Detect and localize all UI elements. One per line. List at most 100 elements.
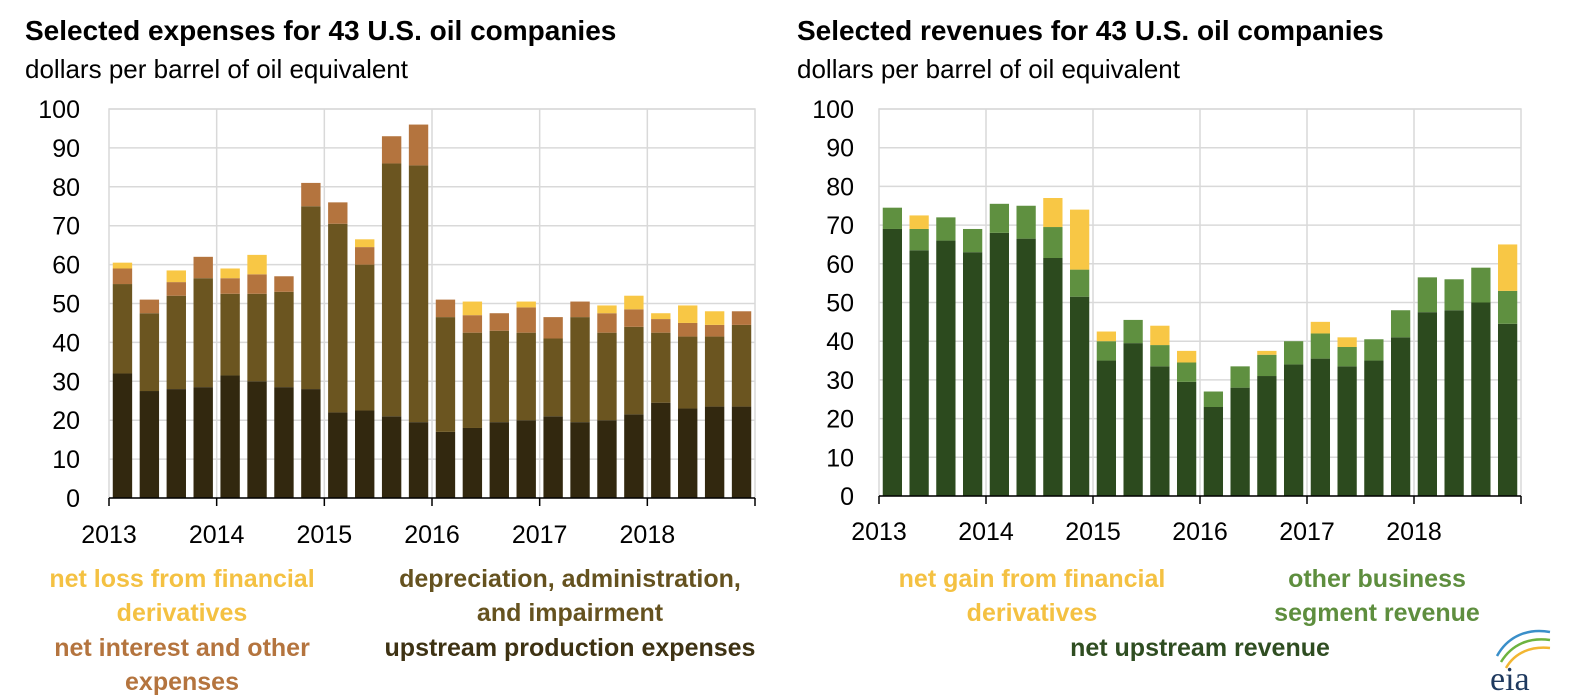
bar-segment-depreciation-administration-and-impairment-2014q1	[220, 293, 240, 376]
bar-segment-net-interest-and-other-expenses-2013q4	[193, 256, 213, 279]
bar-segment-depreciation-administration-and-impairment-2013q2	[139, 313, 160, 392]
bar-segment-net-loss-from-financial-derivatives-2013q1	[112, 262, 133, 269]
legend-label: upstream production expenses	[385, 634, 756, 662]
legend-label: and impairment	[477, 599, 664, 627]
bar-segment-net-interest-and-other-expenses-2015q2	[355, 247, 375, 265]
bar-segment-other-business-segment-revenue-2015q4	[1176, 362, 1197, 382]
y-tick-label: 90	[52, 135, 80, 163]
y-tick-label: 40	[826, 328, 854, 356]
x-tick-label: 2015	[297, 521, 353, 549]
legend-label: net interest and other	[54, 634, 310, 662]
bar-segment-net-interest-and-other-expenses-2016q3	[489, 313, 509, 331]
chart-1-plot: 0 10 20 30 40 50 60 70 80 90 100 2013 2014 2015 2016 20…	[38, 96, 756, 549]
bar-segment-net-upstream-revenue-2013q1	[882, 228, 903, 496]
bar-segment-other-business-segment-revenue-2017q3	[1364, 339, 1384, 361]
legend-label: net loss from financial	[49, 565, 314, 593]
bar-segment-upstream-production-expenses-2016q2	[462, 427, 483, 498]
bar-segment-upstream-production-expenses-2014q3	[274, 387, 294, 498]
bar-segment-net-interest-and-other-expenses-2014q3	[274, 276, 294, 292]
y-tick-label: 30	[826, 367, 854, 395]
bar-segment-net-gain-from-financial-derivatives-2013q2	[909, 215, 929, 229]
legend-label: depreciation, administration,	[399, 565, 741, 593]
bar-segment-net-upstream-revenue-2015q2	[1123, 343, 1143, 496]
bar-segment-net-interest-and-other-expenses-2015q1	[328, 202, 348, 224]
bar-segment-net-upstream-revenue-2017q1	[1310, 358, 1331, 496]
bar-segment-net-loss-from-financial-derivatives-2018q2	[678, 305, 698, 323]
chart-2-subtitle: dollars per barrel of oil equivalent	[797, 54, 1181, 84]
legend-label: expenses	[125, 668, 239, 696]
x-tick-label: 2017	[512, 521, 568, 549]
bar-segment-net-upstream-revenue-2018q3	[1471, 302, 1491, 496]
x-tick-label: 2014	[189, 521, 245, 549]
bar-segment-net-upstream-revenue-2013q2	[909, 250, 929, 496]
y-tick-label: 100	[38, 96, 80, 124]
bar-segment-depreciation-administration-and-impairment-2013q4	[193, 278, 213, 388]
bar-segment-upstream-production-expenses-2013q3	[166, 389, 186, 498]
bar-segment-depreciation-administration-and-impairment-2018q4	[731, 324, 752, 407]
bar-segment-depreciation-administration-and-impairment-2013q3	[166, 295, 186, 390]
bar-segment-upstream-production-expenses-2017q2	[570, 422, 590, 498]
bar-segment-net-interest-and-other-expenses-2016q2	[462, 315, 483, 333]
bar-segment-net-upstream-revenue-2018q2	[1444, 310, 1464, 496]
bar-segment-net-loss-from-financial-derivatives-2018q3	[704, 311, 725, 325]
bar-segment-depreciation-administration-and-impairment-2016q3	[489, 330, 509, 423]
x-tick-label: 2016	[1172, 518, 1228, 546]
bar-segment-net-loss-from-financial-derivatives-2018q1	[651, 313, 671, 320]
bar-segment-other-business-segment-revenue-2017q1	[1310, 333, 1331, 359]
legend-label: other business	[1288, 565, 1466, 593]
bar-segment-upstream-production-expenses-2015q1	[328, 412, 348, 498]
bar-segment-net-upstream-revenue-2016q3	[1257, 376, 1277, 496]
bar-segment-net-gain-from-financial-derivatives-2015q3	[1150, 325, 1170, 346]
x-tick-label: 2018	[620, 521, 676, 549]
bar-segment-net-gain-from-financial-derivatives-2015q1	[1096, 331, 1117, 342]
bar-segment-depreciation-administration-and-impairment-2014q2	[247, 293, 267, 382]
bar-segment-upstream-production-expenses-2015q2	[355, 410, 375, 498]
bar-segment-net-upstream-revenue-2015q1	[1096, 360, 1117, 496]
y-tick-label: 20	[52, 407, 80, 435]
legend-label: net upstream revenue	[1070, 634, 1330, 662]
bar-segment-net-interest-and-other-expenses-2015q3	[381, 136, 402, 164]
bar-segment-upstream-production-expenses-2016q4	[516, 420, 536, 498]
bar-segment-net-interest-and-other-expenses-2018q1	[651, 319, 671, 333]
x-tick-label: 2013	[851, 518, 907, 546]
bar-segment-other-business-segment-revenue-2014q3	[1043, 227, 1063, 258]
x-tick-label: 2015	[1065, 518, 1121, 546]
bar-segment-other-business-segment-revenue-2017q4	[1390, 310, 1411, 338]
bar-segment-net-loss-from-financial-derivatives-2017q4	[624, 295, 644, 310]
bar-segment-net-interest-and-other-expenses-2014q2	[247, 274, 267, 294]
bar-segment-other-business-segment-revenue-2018q1	[1417, 277, 1438, 313]
bar-segment-net-upstream-revenue-2013q3	[936, 240, 956, 496]
bar-segment-upstream-production-expenses-2017q4	[624, 414, 644, 498]
bar-segment-depreciation-administration-and-impairment-2017q3	[597, 332, 617, 421]
bar-segment-other-business-segment-revenue-2013q4	[962, 228, 983, 253]
bar-segment-depreciation-administration-and-impairment-2016q2	[462, 332, 483, 428]
bar-segment-other-business-segment-revenue-2013q1	[882, 207, 903, 229]
x-tick-label: 2017	[1279, 518, 1335, 546]
x-tick-label: 2016	[404, 521, 460, 549]
bar-segment-net-gain-from-financial-derivatives-2017q1	[1310, 321, 1331, 334]
bar-segment-other-business-segment-revenue-2013q3	[936, 217, 956, 241]
bar-segment-upstream-production-expenses-2017q3	[597, 420, 617, 498]
bar-segment-net-loss-from-financial-derivatives-2013q3	[166, 270, 186, 283]
bar-segment-net-upstream-revenue-2014q3	[1043, 257, 1063, 496]
y-tick-label: 10	[826, 444, 854, 472]
bar-segment-net-upstream-revenue-2015q3	[1150, 366, 1170, 496]
bar-segment-upstream-production-expenses-2014q2	[247, 381, 267, 498]
y-tick-label: 80	[826, 173, 854, 201]
bar-segment-net-loss-from-financial-derivatives-2015q2	[355, 239, 375, 248]
bar-segment-net-upstream-revenue-2014q1	[989, 232, 1010, 496]
bar-segment-net-upstream-revenue-2014q4	[1069, 296, 1090, 496]
bar-segment-net-upstream-revenue-2014q2	[1016, 238, 1036, 496]
bar-segment-other-business-segment-revenue-2018q3	[1471, 267, 1491, 303]
bar-segment-other-business-segment-revenue-2014q2	[1016, 205, 1036, 239]
legend-label: derivatives	[117, 599, 248, 627]
bar-segment-net-upstream-revenue-2017q2	[1337, 366, 1357, 496]
bar-segment-net-interest-and-other-expenses-2016q4	[516, 307, 536, 333]
legend-label: net gain from financial	[899, 565, 1166, 593]
bar-segment-net-loss-from-financial-derivatives-2014q2	[247, 254, 267, 275]
bar-segment-net-interest-and-other-expenses-2015q4	[408, 124, 429, 166]
bar-segment-net-upstream-revenue-2018q4	[1497, 323, 1518, 496]
bar-segment-other-business-segment-revenue-2014q4	[1069, 269, 1090, 297]
bar-segment-depreciation-administration-and-impairment-2015q4	[408, 165, 429, 423]
y-tick-label: 40	[52, 329, 80, 357]
